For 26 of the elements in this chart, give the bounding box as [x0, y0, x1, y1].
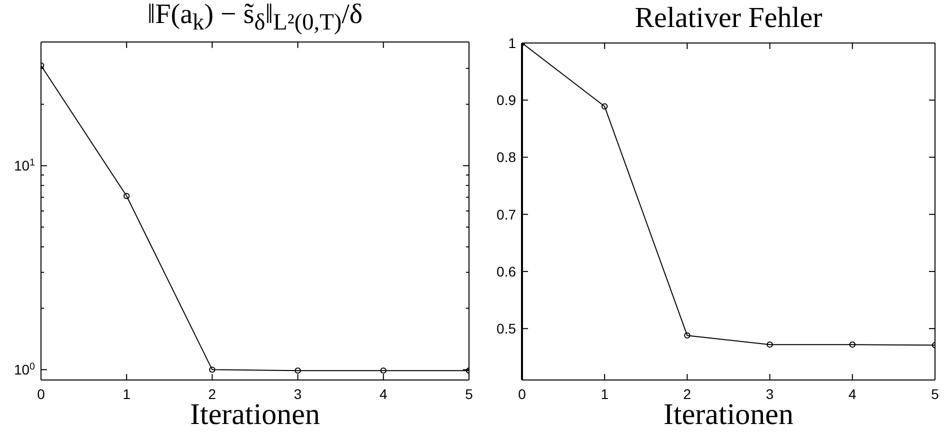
point	[602, 103, 608, 110]
x-tick-label: 1	[600, 386, 609, 402]
y-tick-label: 0.6	[496, 263, 516, 280]
y-tick-label: 10$^{0}$	[14, 361, 36, 378]
x-tick-label: 5	[465, 386, 474, 402]
x-tick-label: 1	[122, 386, 131, 402]
y-tick-label: 0.8	[496, 149, 516, 166]
y-tick-label: 0.5	[496, 320, 516, 337]
x-tick-label: 0	[37, 386, 46, 402]
x-tick-label: 4	[380, 386, 388, 402]
y-tick-label: 10$^{1}$	[14, 157, 35, 174]
x-tick-label: 0	[518, 386, 526, 402]
point	[849, 341, 856, 348]
point	[209, 366, 216, 373]
point	[124, 192, 130, 200]
y-tick-label: 1	[508, 35, 516, 51]
y-tick-label: 0.9	[496, 92, 516, 108]
x-tick-label: 4	[848, 386, 856, 402]
point	[380, 367, 386, 374]
point	[294, 367, 301, 374]
y-tick-label: 0.7	[496, 206, 516, 222]
chart-title: ‖F(a$_{k}$) − s̃$_{δ}$‖$_{L²(0,T)}$/δ	[146, 0, 364, 36]
point	[766, 341, 773, 348]
point	[684, 332, 690, 339]
chart-title: Relativer Fehler	[634, 2, 824, 34]
x-tick-label: 5	[931, 386, 940, 402]
